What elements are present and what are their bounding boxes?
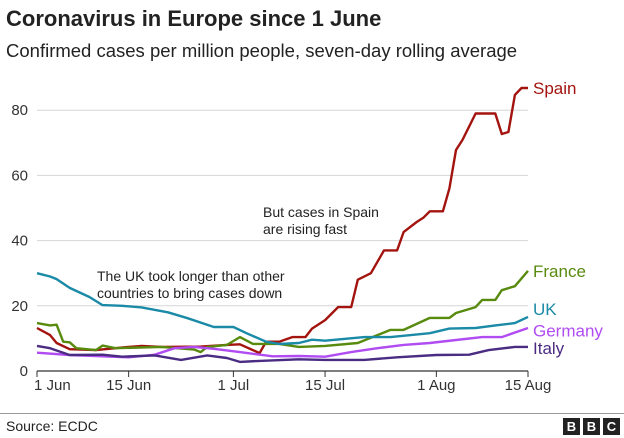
source-note: Source: ECDC (6, 418, 98, 434)
x-tick-label: 15 Jul (305, 377, 345, 394)
footer-divider (0, 413, 624, 414)
x-tick-label: 15 Jun (106, 377, 151, 394)
series-label: France (533, 262, 586, 281)
logo-letter: C (603, 418, 620, 435)
series-label: Spain (533, 79, 576, 98)
series-line-italy (36, 344, 528, 364)
x-tick-label: 1 Jul (218, 377, 250, 394)
series-label: UK (533, 300, 557, 319)
x-tick-label: 1 Jun (34, 377, 71, 394)
y-tick-label: 20 (11, 298, 28, 315)
logo-letter: B (563, 418, 580, 435)
x-tick-label: 15 Aug (505, 377, 552, 394)
y-tick-label: 80 (11, 102, 28, 119)
annotation-text: The UK took longer than other (97, 268, 285, 284)
chart-subtitle: Confirmed cases per million people, seve… (6, 40, 518, 61)
series-line-france (36, 270, 529, 354)
chart-title: Coronavirus in Europe since 1 June (6, 6, 382, 31)
bbc-logo: B B C (563, 418, 620, 435)
annotation-text: countries to bring cases down (97, 285, 282, 301)
y-tick-label: 0 (20, 363, 28, 380)
series-line-uk (36, 272, 529, 346)
x-tick-label: 1 Aug (417, 377, 455, 394)
series-label: Germany (533, 322, 603, 341)
logo-letter: B (583, 418, 600, 435)
annotation-text: But cases in Spain (263, 204, 379, 220)
y-tick-label: 60 (11, 167, 28, 184)
y-tick-label: 40 (11, 233, 28, 250)
annotation-text: are rising fast (263, 221, 347, 237)
series-label: Italy (533, 339, 565, 358)
line-chart: 0 20 40 60 80 1 Jun 15 Jun 1 Jul 15 Jul 1 Aug 15 A… (11, 79, 603, 394)
